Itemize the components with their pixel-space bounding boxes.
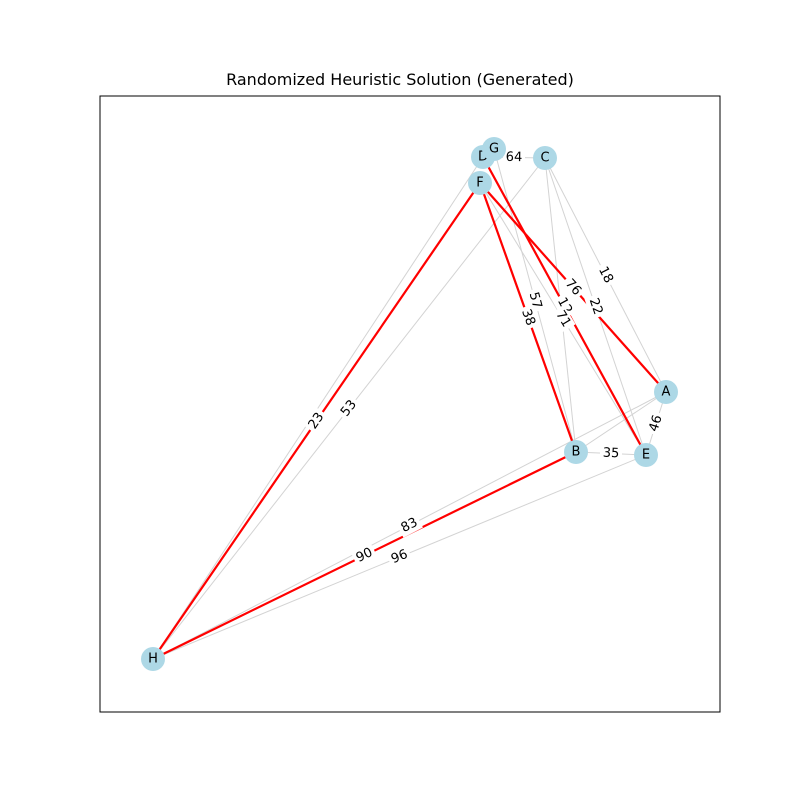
edge-weight-text: 71 xyxy=(552,308,573,330)
edge-weight-F-H: 23 xyxy=(303,407,330,435)
node-label: D xyxy=(478,150,488,165)
node-circle xyxy=(654,380,678,404)
edge-weight-background xyxy=(599,445,623,462)
edge-weight-text: 64 xyxy=(506,150,523,165)
plot-frame xyxy=(99,95,721,713)
node-layer: A B C D E F G H xyxy=(141,137,678,671)
edge-weight-background xyxy=(396,513,423,538)
diagram-title: Randomized Heuristic Solution (Generated… xyxy=(226,70,574,89)
edge-weight-background xyxy=(502,149,526,166)
edge-weight-background xyxy=(516,304,540,331)
edge-weight-C-H: 53 xyxy=(335,394,363,423)
node-F: F xyxy=(468,171,492,195)
edge-weight-background xyxy=(593,261,618,289)
edge-D-H xyxy=(152,156,484,660)
edge-weight-text: 90 xyxy=(354,545,375,566)
node-label: C xyxy=(540,151,549,166)
edge-weight-background xyxy=(303,407,330,435)
node-H: H xyxy=(141,647,165,671)
edge-weight-text: 83 xyxy=(399,515,421,536)
node-label: H xyxy=(148,652,158,667)
node-circle xyxy=(141,647,165,671)
edge-weight-D-C: 64 xyxy=(502,149,526,166)
node-C: C xyxy=(533,146,557,170)
edge-weight-F-B: 38 xyxy=(516,304,540,331)
edge-weight-F-A: 76 xyxy=(559,273,587,302)
node-circle xyxy=(533,146,557,170)
edge-weight-text: 96 xyxy=(389,547,410,567)
node-G: G xyxy=(482,137,506,161)
edge-weight-F-E: 71 xyxy=(550,305,576,333)
edge-weight-background xyxy=(559,273,587,302)
edge-weight-A-H: 83 xyxy=(396,513,423,538)
edge-weight-background xyxy=(351,543,378,568)
edge-layer xyxy=(152,148,667,660)
edge-weight-E-H: 96 xyxy=(386,545,413,569)
node-A: A xyxy=(654,380,678,404)
node-E: E xyxy=(634,443,658,467)
edge-weight-background xyxy=(552,292,577,320)
node-circle xyxy=(468,171,492,195)
edge-weight-C-A: 18 xyxy=(593,261,618,289)
edge-weight-A-E: 46 xyxy=(645,410,667,437)
node-circle xyxy=(482,137,506,161)
node-circle xyxy=(634,443,658,467)
node-label: G xyxy=(489,142,499,157)
edge-weight-text: 46 xyxy=(646,413,665,433)
edge-weight-background xyxy=(584,293,607,320)
edge-weight-background xyxy=(386,545,413,569)
node-circle xyxy=(564,440,588,464)
node-label: B xyxy=(572,445,581,460)
edge-weight-C-E: 22 xyxy=(584,293,607,320)
edge-weight-background xyxy=(335,394,363,423)
edge-weight-text: 18 xyxy=(595,264,616,286)
edge-weight-background xyxy=(645,410,667,437)
edge-weight-B-H: 90 xyxy=(351,543,378,568)
edge-A-B xyxy=(575,391,667,453)
edge-weight-text: 35 xyxy=(602,446,619,462)
node-B: B xyxy=(564,440,588,464)
edge-weight-background xyxy=(550,305,576,333)
node-label: F xyxy=(476,176,483,191)
node-label: A xyxy=(662,385,671,400)
edge-weight-text: 38 xyxy=(518,307,538,328)
edge-weight-B-E: 35 xyxy=(599,445,623,462)
edge-weight-text: 22 xyxy=(586,296,606,316)
node-label: E xyxy=(642,448,650,463)
